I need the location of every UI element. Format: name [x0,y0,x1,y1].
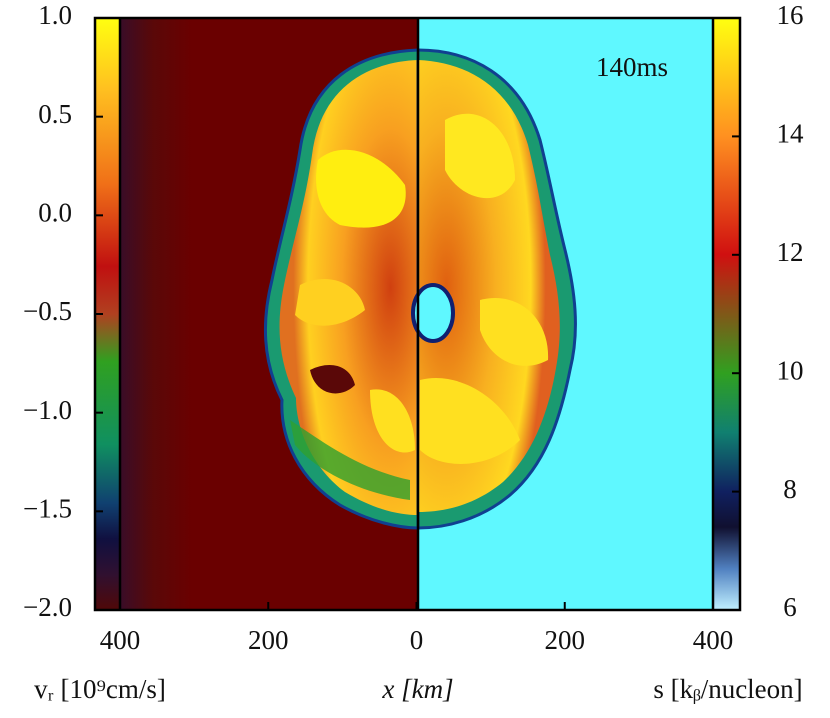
y2-tick-label: 14 [777,119,805,149]
y2-tick-label: 10 [777,355,804,385]
y-tick-label: −1.5 [23,494,72,524]
hot-plume [295,279,365,326]
y2-tick-label: 6 [783,592,797,622]
cool-layer [290,420,410,500]
y2-tick-label: 8 [783,474,797,504]
time-annotation: 140ms [596,52,668,82]
x-tick-label: 400 [693,625,734,655]
y-tick-label: 0.0 [38,198,72,228]
x-tick-label: 200 [545,625,586,655]
hot-plume [420,378,520,464]
right-colorbar [713,18,740,610]
y-tick-label: −1.0 [23,395,72,425]
y2-tick-label: 12 [777,237,804,267]
proto-neutron-star [411,283,455,343]
right-colorbar-label: s [kᵦ/nucleon] [653,674,802,704]
y-tick-label: 0.5 [38,99,72,129]
y-tick-label: 1.0 [38,0,72,30]
left-colorbar-label: vᵣ [10⁹cm/s] [34,674,166,704]
y2-tick-label: 16 [777,0,804,30]
hot-plume [445,113,515,199]
hot-plume [480,298,549,366]
hot-plume [310,365,355,394]
y-tick-label: −2.0 [23,592,72,622]
hot-plume [316,149,406,228]
x-tick-label: 400 [100,625,141,655]
x-axis-label: x [km] [381,674,453,704]
x-tick-label: 0 [410,625,424,655]
x-tick-label: 200 [248,625,289,655]
y-tick-label: −0.5 [23,296,72,326]
hot-plume [370,389,415,453]
